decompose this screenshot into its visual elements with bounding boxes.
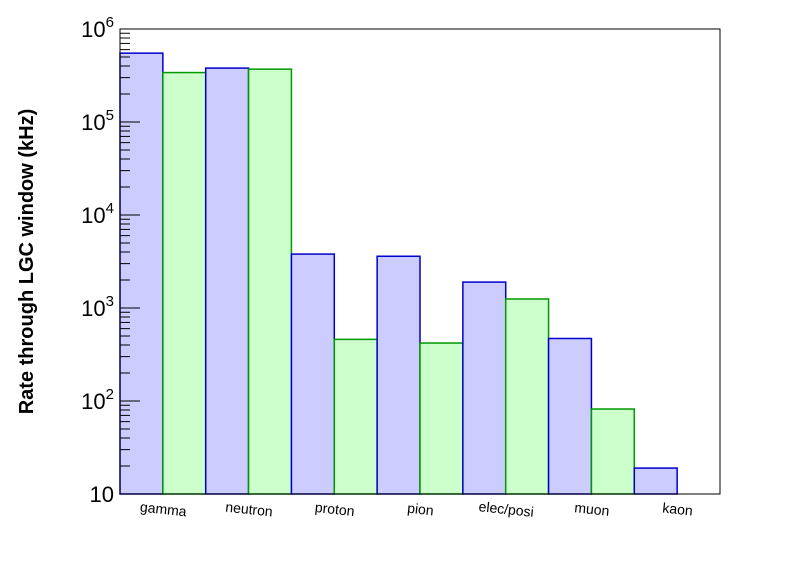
x-tick-label: elec/posi [478,498,535,520]
y-tick-label: 104 [81,200,114,228]
y-tick-label: 103 [81,293,114,321]
bar-gamma-s1 [119,52,164,495]
y-tick-label: 10 [90,482,114,507]
x-tick-label: muon [574,499,611,519]
bar-kaon-s1 [633,467,678,495]
x-tick-label: kaon [662,499,694,518]
x-tick-label: pion [407,500,435,519]
x-tick-label: neutron [225,499,274,520]
y-tick-label: 102 [81,386,114,414]
bar-pion-s1 [376,255,421,495]
y-axis: 10 102 103 104 105 106 [81,14,140,507]
bar-proton-s2 [333,338,378,495]
bar-muon-s1 [547,337,593,495]
y-tick-label: 106 [81,14,114,42]
x-tick-label: proton [314,499,355,519]
bar-pion-s2 [419,342,464,495]
x-axis: gamma neutron proton pion elec/posi muon kaon [139,498,693,520]
bars-group [119,52,678,495]
bar-muon-s2 [590,408,636,495]
y-axis-title: Rate through LGC window (kHz) [16,109,38,415]
plot-frame [119,28,721,495]
bar-neutron-s2 [247,68,293,495]
x-tick-label: gamma [139,499,187,520]
bar-elec-posi-s2 [504,298,550,495]
bar-gamma-s2 [162,71,207,495]
y-tick-label: 105 [81,107,114,135]
bar-proton-s1 [290,253,336,495]
bar-elec-posi-s1 [462,281,507,495]
bar-neutron-s1 [204,67,250,495]
